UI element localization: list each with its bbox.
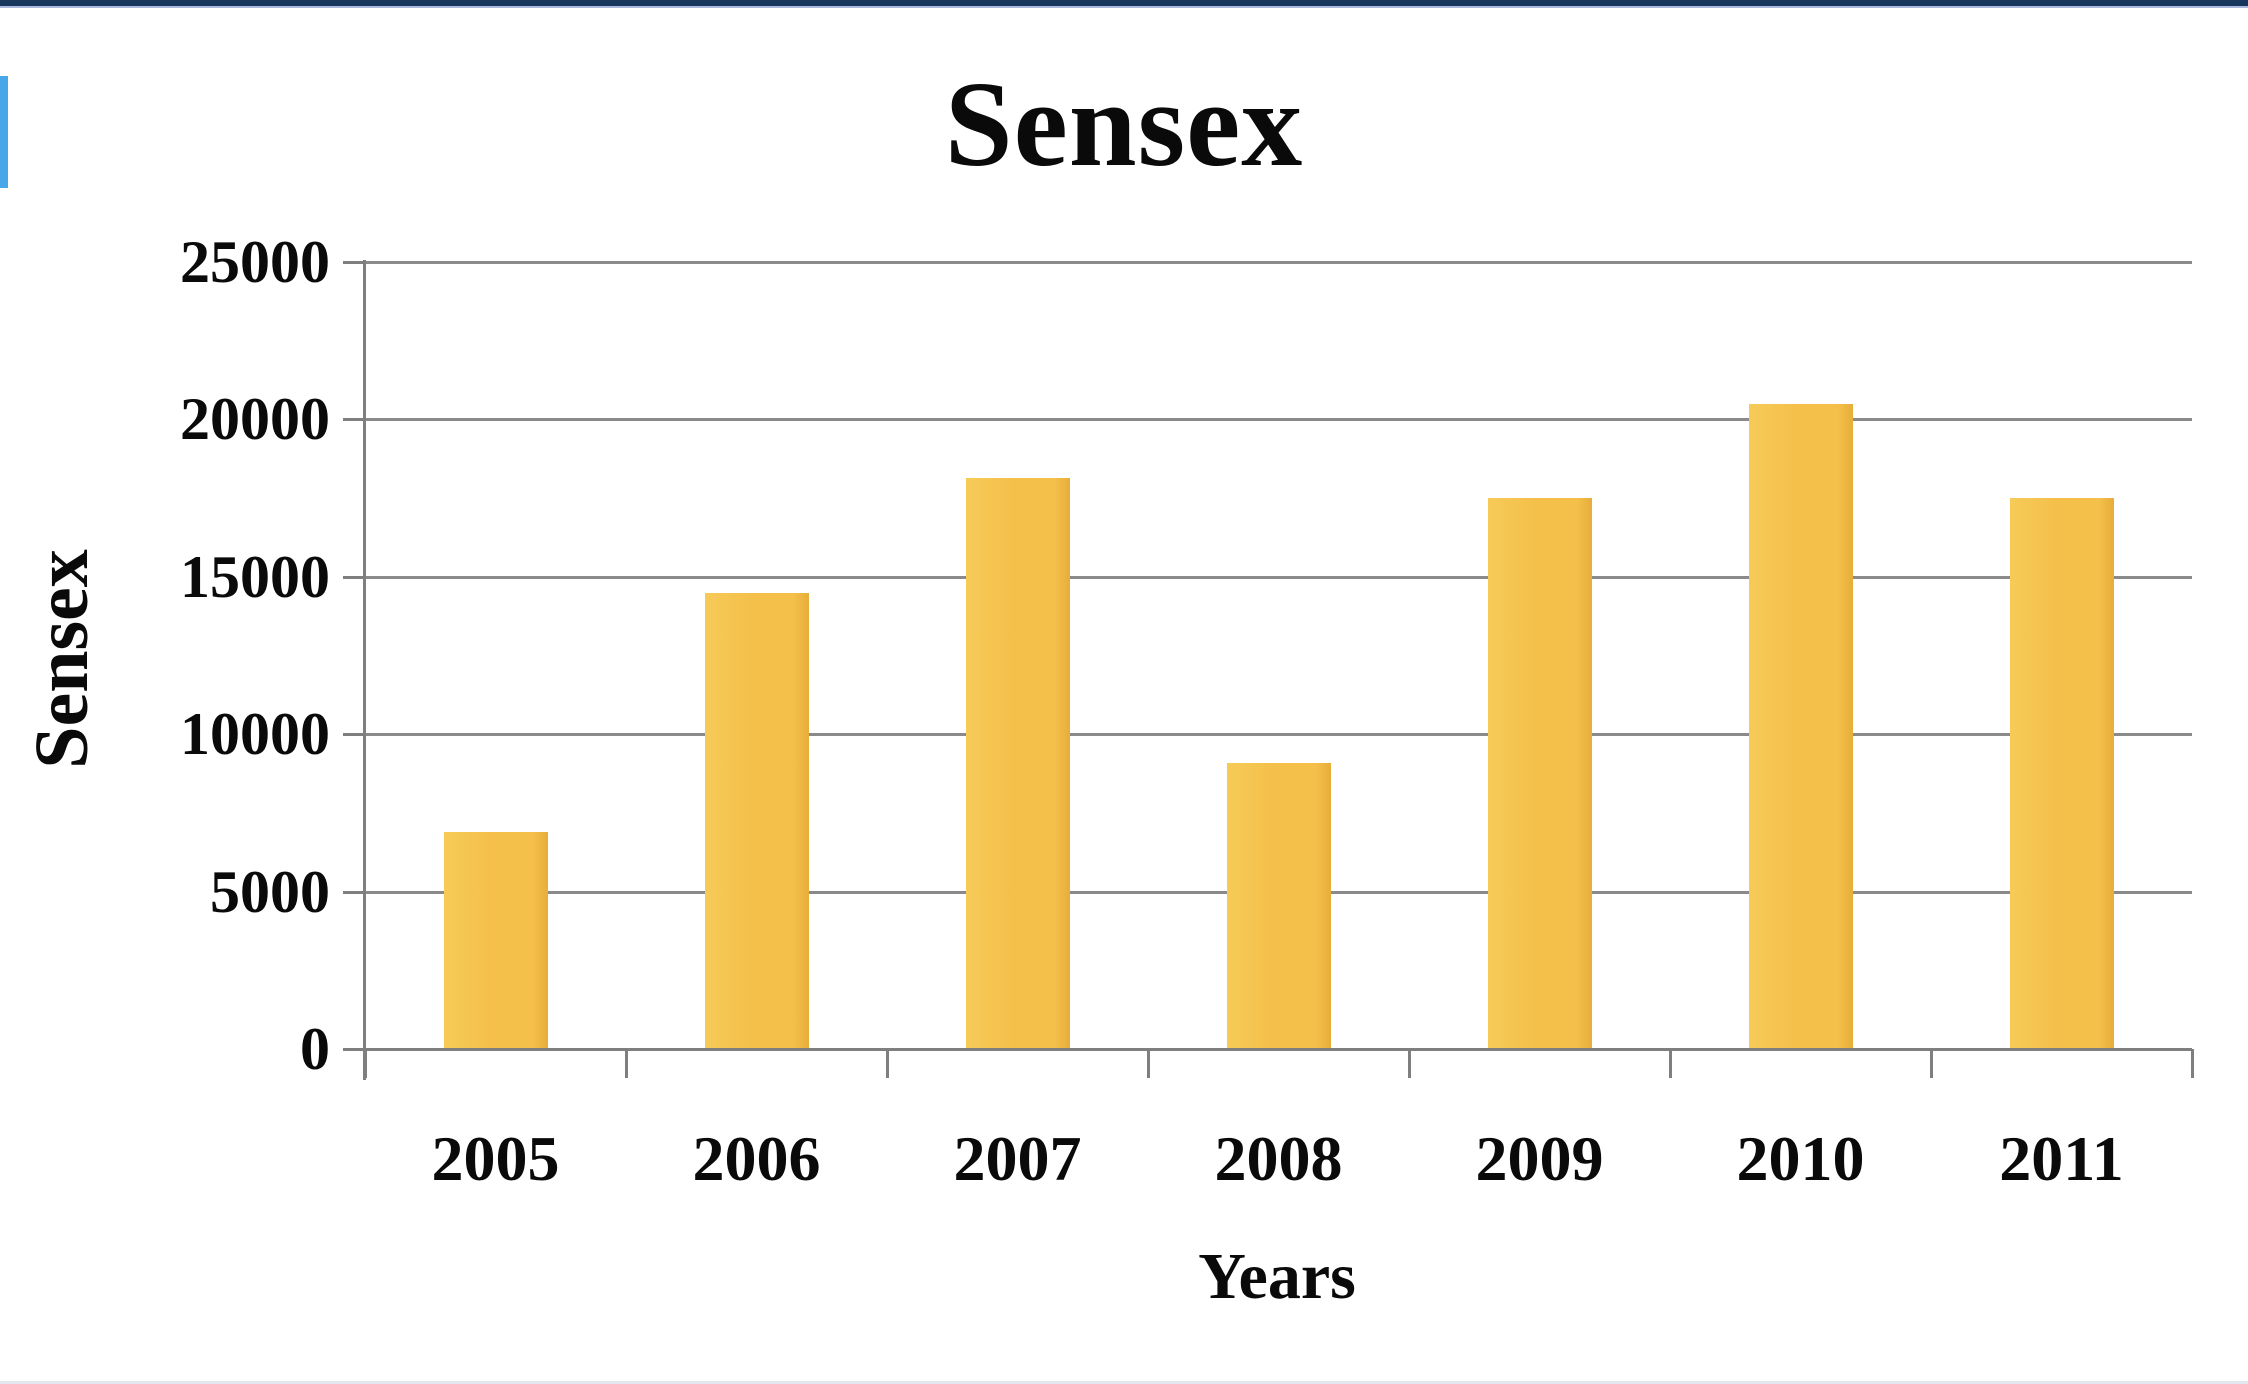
- bar-2006: [704, 592, 809, 1049]
- x-tick-label: 2010: [1736, 1123, 1865, 1194]
- x-tick-label: 2009: [1475, 1123, 1604, 1194]
- y-axis-line: [363, 260, 366, 1080]
- bar-2007: [965, 477, 1070, 1049]
- y-tick-mark: [343, 890, 365, 894]
- gridline: [365, 733, 2192, 737]
- x-tick-mark: [886, 1049, 889, 1078]
- y-tick-mark: [343, 261, 365, 264]
- top-border-underline: [0, 6, 2248, 8]
- x-tick-label: 2007: [953, 1123, 1082, 1194]
- top-border-line: [0, 0, 2248, 6]
- y-tick-label: 25000: [180, 229, 330, 295]
- y-tick-mark: [343, 418, 365, 422]
- x-tick-label: 2005: [431, 1123, 560, 1194]
- y-tick-label: 5000: [210, 858, 330, 925]
- y-tick-label: 0: [300, 1016, 330, 1082]
- bar-2010: [1748, 403, 1853, 1049]
- x-tick-mark: [625, 1049, 628, 1078]
- x-tick-label: 2006: [692, 1123, 821, 1194]
- x-tick-mark: [1669, 1049, 1672, 1078]
- x-tick-label: 2008: [1214, 1123, 1343, 1194]
- y-tick-mark: [343, 575, 365, 579]
- x-tick-mark: [2191, 1049, 2194, 1078]
- chart-title: Sensex: [944, 57, 1304, 192]
- gridline: [365, 575, 2192, 579]
- bar-2011: [2009, 498, 2114, 1049]
- x-axis-line: [365, 1048, 2192, 1051]
- y-tick-mark: [343, 1048, 365, 1051]
- x-tick-mark: [364, 1049, 367, 1078]
- gridline: [365, 261, 2192, 264]
- bar-2009: [1487, 498, 1592, 1049]
- bottom-border-line: [0, 1381, 2248, 1384]
- x-tick-mark: [1147, 1049, 1150, 1078]
- bar-2008: [1226, 762, 1331, 1049]
- y-tick-label: 10000: [180, 701, 330, 768]
- bar-2005: [443, 831, 548, 1049]
- x-tick-mark: [1930, 1049, 1933, 1078]
- x-tick-mark: [1408, 1049, 1411, 1078]
- y-tick-mark: [343, 733, 365, 737]
- plot-area: [363, 260, 2192, 1080]
- gridline: [365, 418, 2192, 422]
- y-tick-label: 20000: [180, 386, 330, 453]
- y-tick-label: 15000: [180, 543, 330, 610]
- x-axis-title: Years: [1198, 1240, 1356, 1313]
- x-tick-label: 2011: [1999, 1123, 2124, 1194]
- left-accent-bar: [0, 76, 8, 188]
